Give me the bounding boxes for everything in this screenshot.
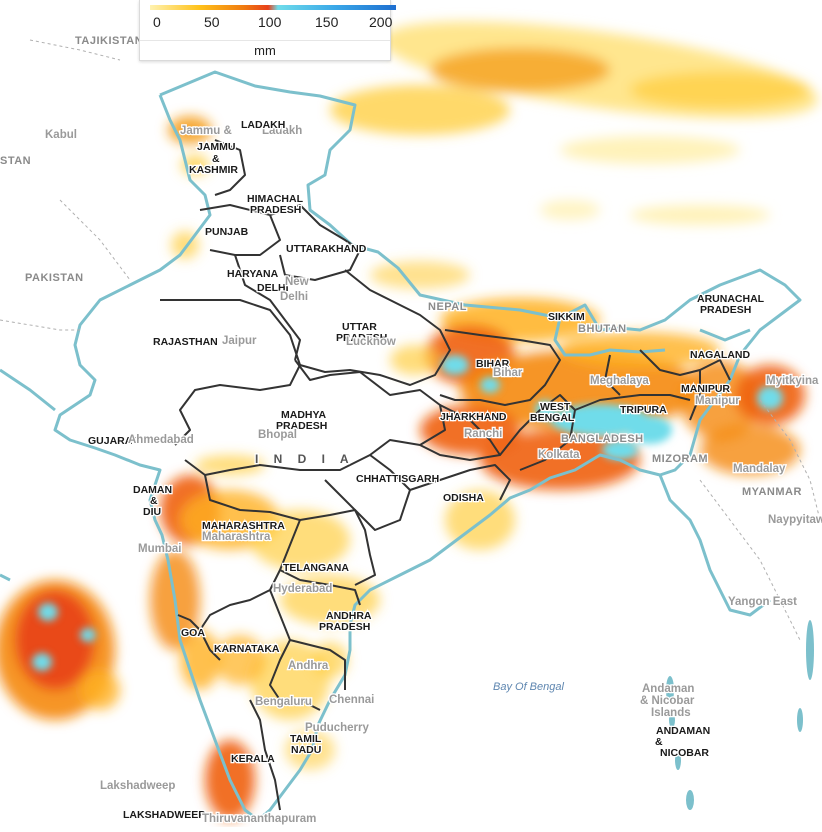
label-mumbai: Mumbai — [138, 543, 181, 555]
label-manipur-faint: Manipur — [695, 395, 740, 407]
label-amp: & — [212, 153, 220, 165]
label-tamil: TAMIL — [290, 733, 322, 745]
label-kabul: Kabul — [45, 129, 77, 141]
label-meghalaya: Meghalaya — [590, 375, 649, 387]
label-mandalay: Mandalay — [733, 463, 786, 475]
label-andhra-faint: Andhra — [288, 660, 329, 672]
legend-tick-50: 50 — [204, 14, 220, 30]
label-odisha: ODISHA — [443, 492, 484, 504]
label-lucknow: Lucknow — [346, 336, 396, 348]
label-thiruvananthapuram: Thiruvananthapuram — [202, 813, 316, 825]
label-lakshadweep: LAKSHADWEEP — [123, 809, 205, 821]
label-maharashtra: MAHARASHTRA — [202, 520, 285, 532]
label-tripura: TRIPURA — [620, 404, 667, 416]
label-manipur: MANIPUR — [681, 383, 730, 395]
label-pradesh-ap: PRADESH — [319, 621, 370, 633]
label-ladakh: LADAKH — [241, 119, 285, 131]
label-gujarat: GUJARAT — [88, 435, 139, 447]
label-chennai: Chennai — [329, 694, 374, 706]
label-andaman-city: Andaman — [642, 683, 694, 695]
label-stan: STAN — [0, 155, 31, 167]
label-nagaland: NAGALAND — [690, 349, 750, 361]
label-yangon: Yangon East — [728, 596, 797, 608]
label-pradesh-mp: PRADESH — [276, 420, 327, 432]
label-myanmar: MYANMAR — [742, 486, 802, 498]
label-kerala: KERALA — [231, 753, 275, 765]
legend-tick-0: 0 — [153, 14, 161, 30]
label-ranchi: Ranchi — [464, 428, 502, 440]
label-jaipur: Jaipur — [222, 335, 257, 347]
label-himachal: HIMACHAL — [247, 193, 304, 205]
label-bangladesh: BANGLADESH — [561, 433, 644, 445]
label-andhra: ANDHRA — [326, 610, 372, 622]
label-delhi-city: Delhi — [280, 291, 308, 303]
label-mizoram: MIZORAM — [652, 453, 708, 465]
legend-color-bar — [150, 5, 396, 10]
label-jharkhand: JHARKHAND — [440, 411, 507, 423]
label-nepal: NEPAL — [428, 301, 467, 313]
label-india: I N D I A — [255, 452, 355, 466]
india-boundary — [0, 70, 802, 822]
label-jammu-faint: Jammu & — [180, 125, 232, 137]
islands — [666, 620, 814, 810]
label-goa: GOA — [181, 627, 205, 639]
intl-borders — [0, 39, 821, 641]
label-kolkata: Kolkata — [538, 449, 580, 461]
label-ladakh-faint: Ladakh — [262, 125, 302, 137]
label-delhi: DELHI — [257, 282, 289, 294]
precip-legend: 0 50 100 150 200 mm — [139, 0, 396, 61]
label-maharashtra-faint: Maharashtra — [202, 531, 271, 543]
label-puducherry: Puducherry — [305, 722, 370, 734]
map-labels: TAJIKISTAN Kabul STAN PAKISTAN Jammu & L… — [0, 34, 822, 827]
label-ahmedabad: Ahmedabad — [128, 434, 194, 446]
label-bengaluru: Bengaluru — [255, 696, 312, 708]
legend-unit: mm — [140, 40, 390, 58]
label-lakshadweep-city: Lakshadweep — [100, 780, 175, 792]
label-arunachal: ARUNACHAL — [697, 293, 765, 305]
label-pradesh-hp: PRADESH — [250, 204, 301, 216]
label-bihar-faint: Bihar — [493, 367, 523, 379]
label-naypyitaw: Naypyitaw — [768, 514, 822, 526]
label-new: New — [285, 276, 309, 288]
label-pradesh-ar: PRADESH — [700, 304, 751, 316]
label-andaman: ANDAMAN — [656, 725, 710, 737]
label-west: WEST — [540, 401, 571, 413]
label-diu: DIU — [143, 506, 161, 518]
label-myitkyina: Myitkyina — [766, 375, 819, 387]
label-bihar: BIHAR — [476, 358, 510, 370]
state-borders — [160, 139, 731, 811]
label-chhattisgarh: CHHATTISGARH — [356, 473, 439, 485]
label-kashmir: KASHMIR — [189, 164, 238, 176]
label-nicobar: NICOBAR — [660, 747, 709, 759]
label-pakistan: PAKISTAN — [25, 272, 84, 284]
label-madhya: MADHYA — [281, 409, 327, 421]
label-rajasthan: RAJASTHAN — [153, 336, 218, 348]
label-bay-of-bengal: Bay Of Bengal — [493, 681, 564, 693]
label-hyderabad: Hyderabad — [273, 583, 332, 595]
label-uttar: UTTAR — [342, 321, 377, 333]
label-jammu: JAMMU — [197, 141, 236, 153]
label-telangana: TELANGANA — [283, 562, 349, 574]
label-amp-dd: & — [150, 495, 158, 507]
label-nicobar-city: & Nicobar — [640, 695, 695, 707]
label-nadu: NADU — [291, 744, 321, 756]
label-bhopal: Bhopal — [258, 429, 297, 441]
label-amp-an: & — [655, 736, 663, 748]
label-bengal: BENGAL — [530, 412, 575, 424]
legend-tick-200: 200 — [369, 14, 393, 30]
legend-tick-150: 150 — [315, 14, 339, 30]
label-daman: DAMAN — [133, 484, 172, 496]
label-haryana: HARYANA — [227, 268, 279, 280]
label-tajikistan: TAJIKISTAN — [75, 35, 143, 47]
label-pradesh-up: PRADESH — [336, 332, 387, 344]
label-sikkim: SIKKIM — [548, 311, 585, 323]
legend-tick-100: 100 — [258, 14, 282, 30]
label-uttarakhand: UTTARAKHAND — [286, 243, 367, 255]
label-islands: Islands — [651, 707, 691, 719]
label-punjab: PUNJAB — [205, 226, 249, 238]
label-karnataka: KARNATAKA — [214, 643, 280, 655]
label-bhutan: BHUTAN — [578, 323, 627, 335]
